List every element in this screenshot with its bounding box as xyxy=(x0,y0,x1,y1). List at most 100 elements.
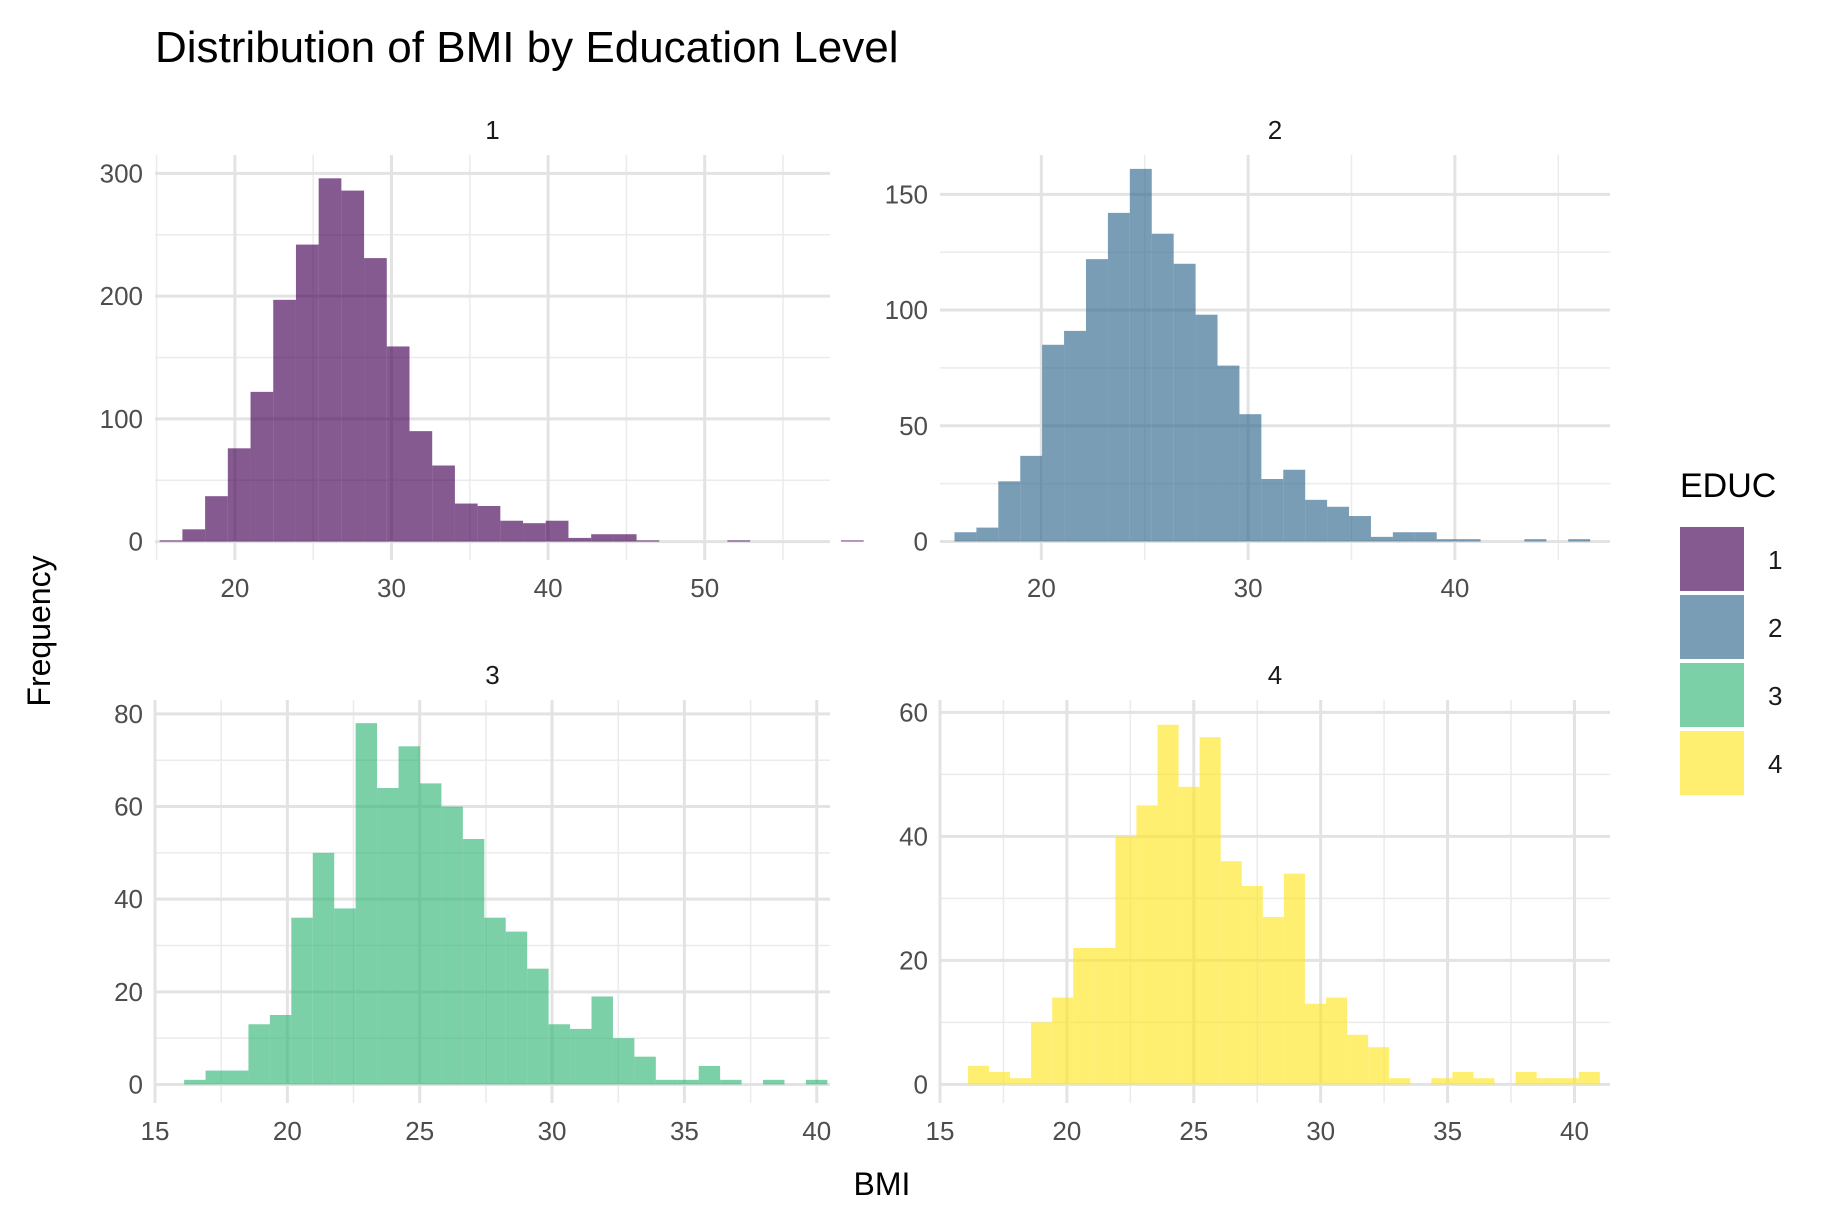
y-tick-label: 0 xyxy=(129,527,143,557)
histogram-bar xyxy=(570,1028,592,1085)
y-tick-label: 20 xyxy=(114,977,143,1007)
x-tick-label: 25 xyxy=(1179,1116,1208,1146)
x-tick-label: 35 xyxy=(1433,1116,1462,1146)
histogram-bars xyxy=(159,178,864,542)
histogram-bar xyxy=(1524,539,1547,542)
histogram-bar xyxy=(477,506,501,542)
histogram-bar xyxy=(227,1070,249,1085)
legend-swatch xyxy=(1680,663,1744,727)
x-tick-label: 40 xyxy=(1440,573,1469,603)
legend-items: 1 2 3 4 xyxy=(1680,527,1782,795)
x-tick-label: 40 xyxy=(534,573,563,603)
legend-label: 2 xyxy=(1768,613,1782,643)
histogram-bar xyxy=(1389,1078,1411,1085)
histogram-bar xyxy=(677,1079,699,1085)
histogram-bar xyxy=(291,917,313,1085)
x-tick-label: 40 xyxy=(1560,1116,1589,1146)
y-tick-label: 0 xyxy=(129,1069,143,1099)
histogram-bar xyxy=(720,1079,742,1085)
histogram-bar xyxy=(967,1065,989,1085)
histogram-bar xyxy=(273,299,296,542)
histogram-bar xyxy=(763,1079,785,1085)
histogram-bar xyxy=(227,448,251,542)
legend-item-3: 3 xyxy=(1680,663,1782,727)
histogram-bar xyxy=(1157,724,1179,1085)
histogram-bar xyxy=(527,968,549,1085)
histogram-bar xyxy=(1107,212,1130,542)
histogram-bar xyxy=(409,431,433,542)
x-tick-label: 20 xyxy=(273,1116,302,1146)
histogram-bar xyxy=(1136,805,1158,1085)
x-tick-label: 30 xyxy=(538,1116,567,1146)
histogram-bar xyxy=(432,465,455,542)
x-tick-label: 30 xyxy=(1306,1116,1335,1146)
y-tick-label: 80 xyxy=(114,699,143,729)
chart-title: Distribution of BMI by Education Level xyxy=(155,23,899,72)
facet-strip-label: 3 xyxy=(485,660,499,690)
histogram-bars xyxy=(967,724,1600,1085)
legend-item-4: 4 xyxy=(1680,731,1782,795)
histogram-bar xyxy=(988,1072,1011,1085)
histogram-bar xyxy=(441,806,463,1085)
histogram-bar xyxy=(1515,1072,1537,1085)
histogram-bar xyxy=(1241,886,1263,1085)
histogram-bar xyxy=(1199,737,1221,1085)
legend-label: 3 xyxy=(1768,681,1782,711)
histogram-bar xyxy=(1020,455,1043,542)
histogram-bar xyxy=(1283,873,1305,1085)
histogram-bar xyxy=(454,503,478,542)
histogram-bar xyxy=(1031,1022,1053,1085)
histogram-bar xyxy=(1436,539,1459,542)
histogram-bar xyxy=(1151,233,1174,542)
histogram-bar xyxy=(1052,997,1074,1085)
legend: EDUC 1 2 3 4 xyxy=(1680,467,1782,795)
histogram-bar xyxy=(568,537,592,542)
histogram-bar xyxy=(355,723,378,1085)
histogram-bar xyxy=(1239,414,1262,542)
facet-panel-2: 2 20 30 40 0 50 100 150 xyxy=(885,115,1610,603)
histogram-bar xyxy=(500,520,524,542)
histogram-bar xyxy=(269,1014,292,1085)
histogram-bar xyxy=(1370,536,1393,542)
y-axis-title: Frequency xyxy=(21,555,57,706)
x-tick-label: 25 xyxy=(405,1116,434,1146)
histogram-bar xyxy=(1115,836,1137,1085)
histogram-bar xyxy=(205,1070,227,1085)
histogram-bar xyxy=(634,1056,656,1085)
x-tick-label: 30 xyxy=(377,573,406,603)
histogram-bar xyxy=(1326,997,1348,1085)
facet-panel-1: 1 20 30 40 50 0 100 200 300 xyxy=(100,115,864,603)
histogram-bar xyxy=(612,1038,635,1085)
histogram-bar xyxy=(1347,1034,1369,1085)
histogram-bar xyxy=(205,496,228,542)
y-tick-label: 0 xyxy=(914,1069,928,1099)
histogram-bars xyxy=(184,723,828,1085)
legend-item-2: 2 xyxy=(1680,595,1782,659)
x-tick-label: 50 xyxy=(690,573,719,603)
y-tick-label: 20 xyxy=(899,945,928,975)
histogram-bar xyxy=(341,190,365,542)
y-tick-label: 200 xyxy=(100,281,143,311)
facet-strip-label: 1 xyxy=(485,115,499,145)
histogram-bar xyxy=(334,908,356,1085)
histogram-bar xyxy=(1327,506,1350,542)
histogram-bars xyxy=(954,168,1591,542)
histogram-bar xyxy=(805,1079,828,1085)
histogram-bar xyxy=(182,529,206,542)
x-tick-label: 15 xyxy=(926,1116,955,1146)
y-tick-label: 300 xyxy=(100,158,143,188)
legend-swatch xyxy=(1680,527,1744,591)
legend-swatch xyxy=(1680,731,1744,795)
histogram-bar xyxy=(1217,365,1240,542)
x-axis-title: BMI xyxy=(854,1166,911,1202)
histogram-bar xyxy=(840,540,864,542)
histogram-bar xyxy=(312,852,335,1085)
histogram-bar xyxy=(1283,469,1306,542)
histogram-bar xyxy=(591,534,614,542)
histogram-bar xyxy=(591,996,613,1085)
histogram-bar xyxy=(1085,259,1108,542)
histogram-bar xyxy=(548,1024,571,1085)
histogram-bar xyxy=(184,1079,206,1085)
legend-title: EDUC xyxy=(1680,467,1776,505)
